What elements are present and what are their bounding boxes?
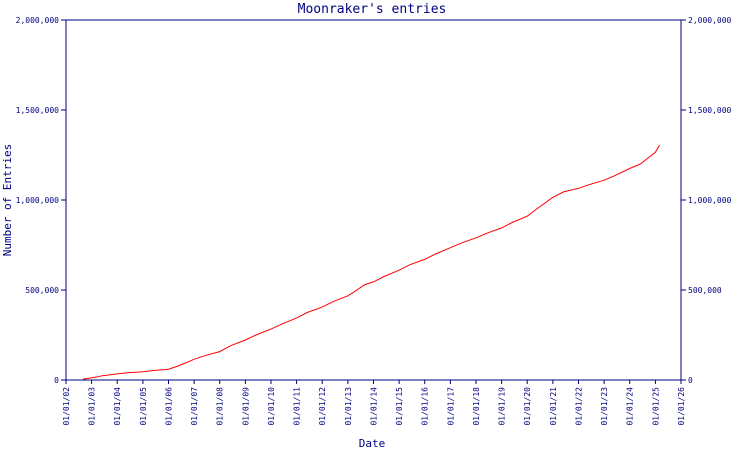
x-tick-label: 01/01/20 (523, 387, 532, 426)
y-ticks-right: 0 500,000 1,000,000 1,500,000 2,000,000 (681, 16, 732, 385)
x-tick-label: 01/01/15 (395, 387, 404, 426)
x-ticks: 01/01/02 01/01/03 01/01/04 01/01/05 01/01/06… (62, 380, 686, 426)
x-tick-label: 01/01/06 (165, 387, 174, 426)
y-ticks-left: 0 500,000 1,000,000 1,500,000 2,000,000 (16, 16, 66, 385)
x-tick-label: 01/01/25 (651, 387, 660, 426)
x-tick-label: 01/01/14 (370, 387, 379, 426)
x-tick-label: 01/01/03 (88, 387, 97, 426)
x-tick-label: 01/01/13 (344, 387, 353, 426)
x-tick-label: 01/01/17 (446, 387, 455, 426)
series-line-entries (82, 144, 660, 380)
y-tick-label-left: 1,500,000 (16, 106, 60, 115)
x-tick-label: 01/01/24 (626, 387, 635, 426)
x-tick-label: 01/01/05 (139, 387, 148, 426)
y-tick-label-left: 500,000 (25, 286, 59, 295)
x-tick-label: 01/01/04 (113, 387, 122, 426)
y-tick-label-right: 2,000,000 (688, 16, 732, 25)
x-tick-label: 01/01/18 (472, 387, 481, 426)
y-tick-label-right: 1,000,000 (688, 196, 732, 205)
x-tick-label: 01/01/08 (216, 387, 225, 426)
x-tick-label: 01/01/21 (549, 387, 558, 426)
x-tick-label: 01/01/22 (575, 387, 584, 426)
x-tick-label: 01/01/23 (600, 387, 609, 426)
x-tick-label: 01/01/12 (318, 387, 327, 426)
y-tick-label-left: 2,000,000 (16, 16, 60, 25)
y-tick-label-right: 500,000 (688, 286, 722, 295)
x-tick-label: 01/01/07 (190, 387, 199, 426)
x-tick-label: 01/01/11 (293, 387, 302, 426)
x-tick-label: 01/01/26 (677, 387, 686, 426)
x-tick-label: 01/01/19 (498, 387, 507, 426)
x-axis-label: Date (359, 437, 386, 450)
y-tick-label-right: 0 (688, 376, 693, 385)
x-tick-label: 01/01/09 (241, 387, 250, 426)
y-tick-label-left: 0 (54, 376, 59, 385)
y-tick-label-left: 1,000,000 (16, 196, 60, 205)
y-axis-label: Number of Entries (1, 144, 14, 257)
x-tick-label: 01/01/02 (62, 387, 71, 426)
y-tick-label-right: 1,500,000 (688, 106, 732, 115)
x-tick-label: 01/01/16 (421, 387, 430, 426)
x-tick-label: 01/01/10 (267, 387, 276, 426)
chart-title: Moonraker's entries (298, 2, 447, 17)
